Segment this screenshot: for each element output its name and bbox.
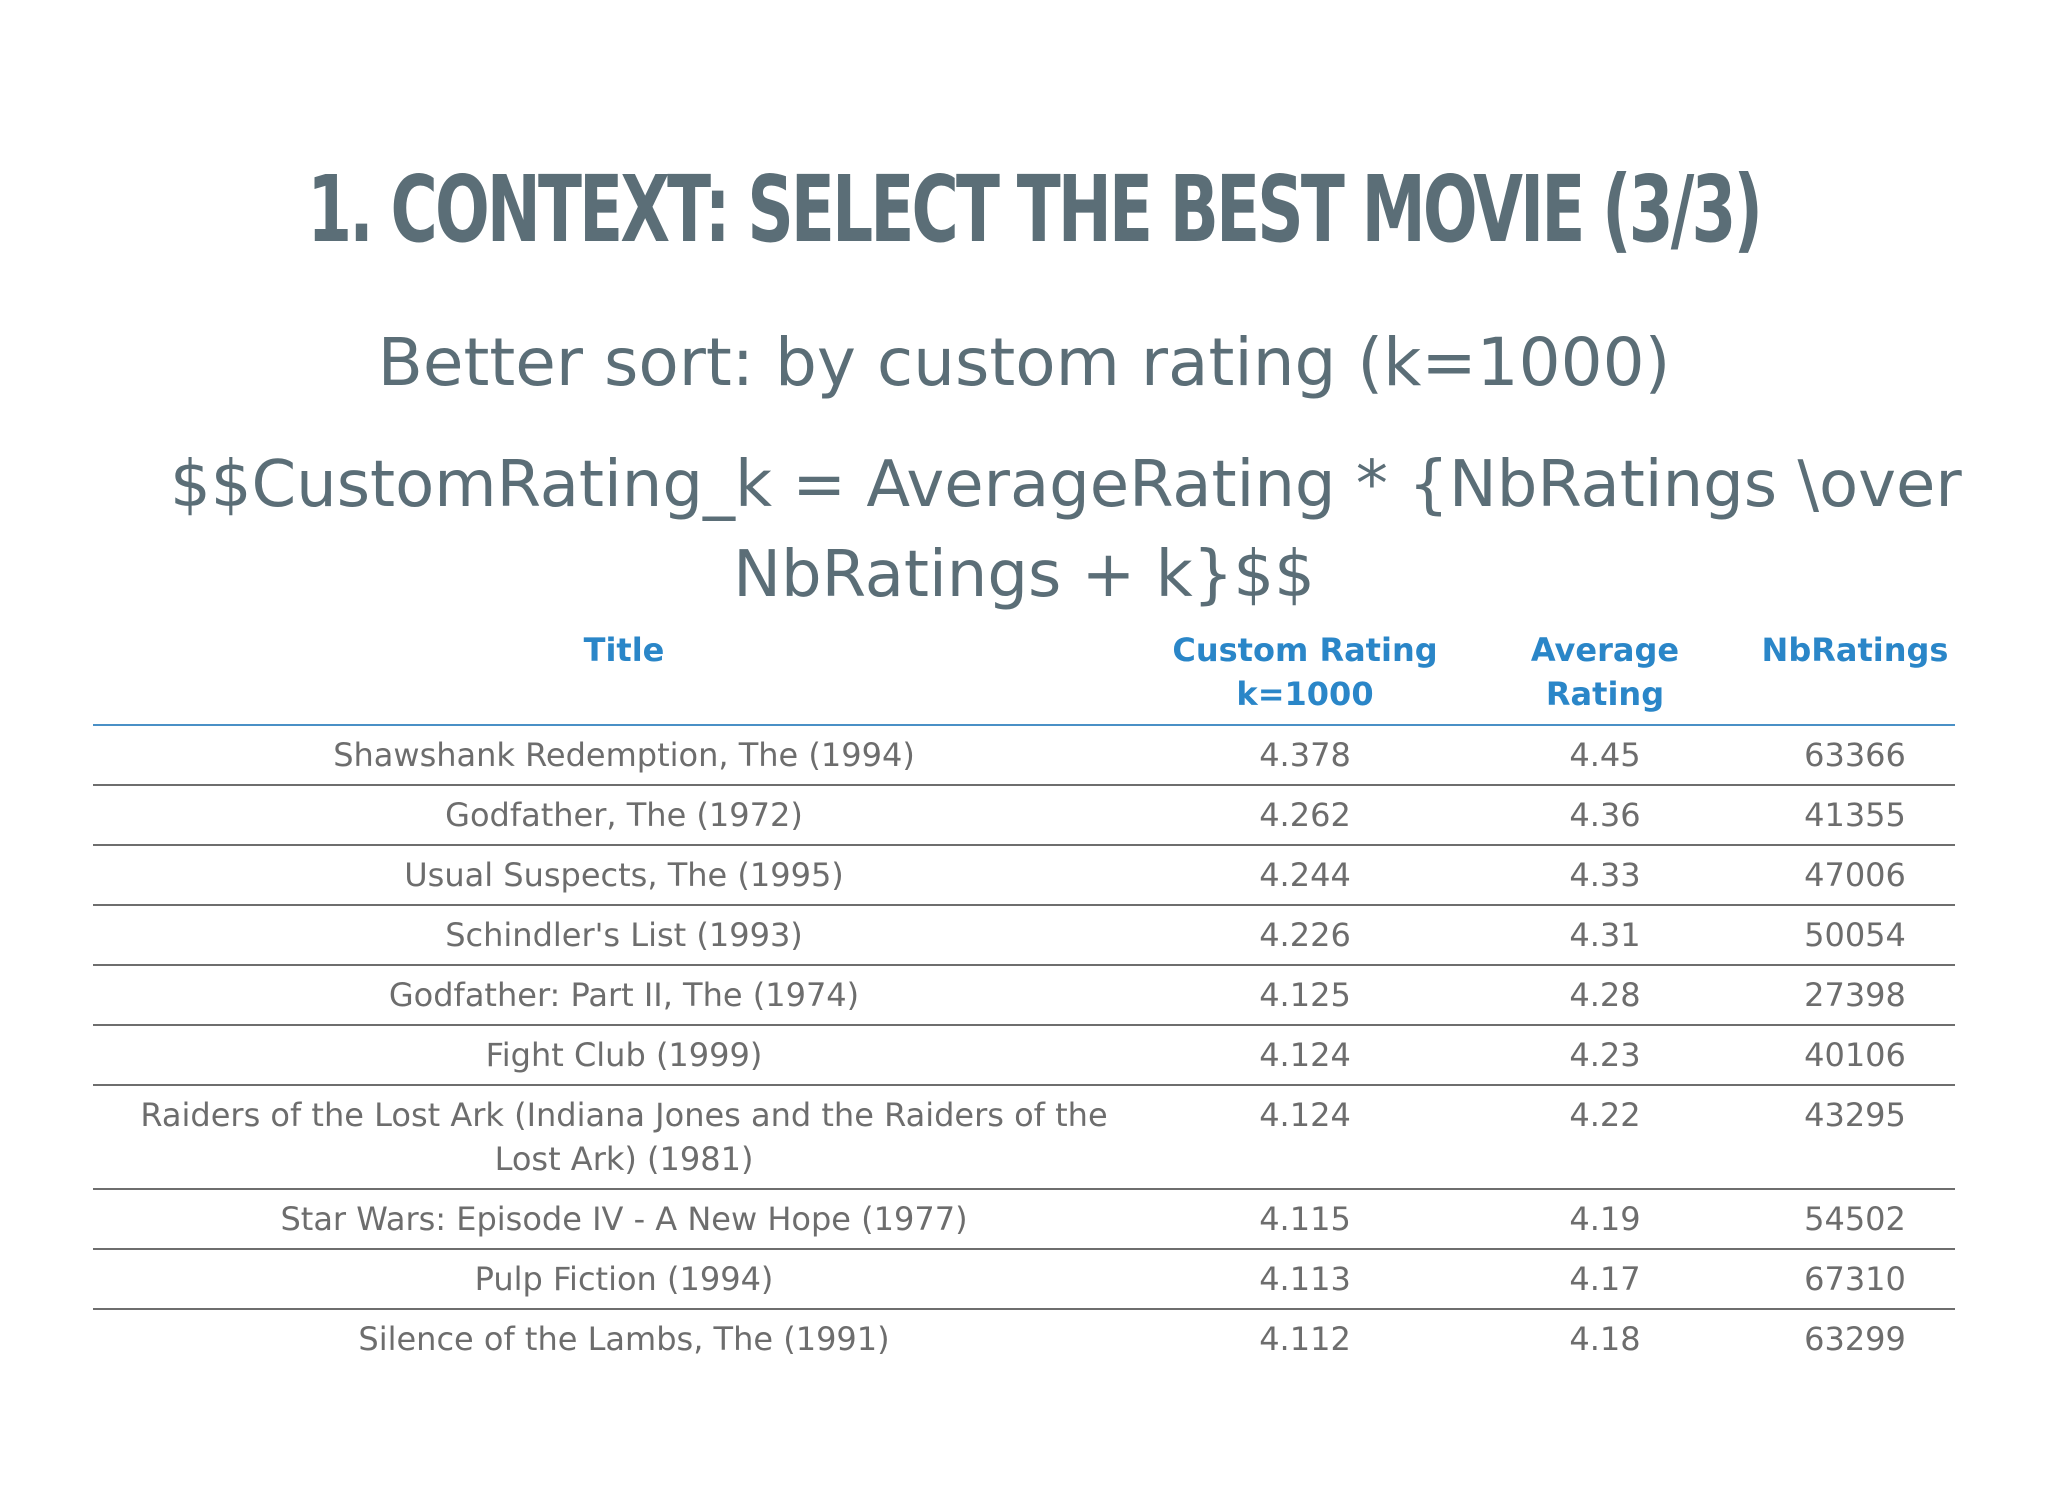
table-row: Silence of the Lambs, The (1991) 4.112 4… [93, 1309, 1955, 1368]
nb-ratings: 47006 [1755, 845, 1955, 906]
average-rating: 4.23 [1455, 1025, 1755, 1086]
movie-title: Silence of the Lambs, The (1991) [358, 1320, 890, 1358]
custom-rating: 4.113 [1155, 1249, 1455, 1310]
table-row: Godfather: Part II, The (1974) 4.125 4.2… [93, 965, 1955, 1026]
table-row: Pulp Fiction (1994) 4.113 4.17 67310 [93, 1249, 1955, 1310]
column-header-custom-rating-line1: Custom Rating [1172, 631, 1438, 669]
formula-line-2: NbRatings + k}$$ [733, 538, 1315, 612]
nb-ratings: 41355 [1755, 785, 1955, 846]
nb-ratings: 43295 [1755, 1085, 1955, 1190]
column-header-custom-rating: Custom Rating k=1000 [1155, 622, 1455, 726]
custom-rating: 4.125 [1155, 965, 1455, 1026]
custom-rating: 4.262 [1155, 785, 1455, 846]
average-rating: 4.33 [1455, 845, 1755, 906]
slide-title: 1. CONTEXT: SELECT THE BEST MOVIE (3/3) [307, 156, 1763, 263]
custom-rating: 4.378 [1155, 725, 1455, 786]
column-header-average-rating: Average Rating [1455, 622, 1755, 726]
nb-ratings: 40106 [1755, 1025, 1955, 1086]
movie-title: Godfather: Part II, The (1974) [93, 965, 1155, 1026]
nb-ratings: 54502 [1755, 1189, 1955, 1250]
table-header-row: Title Custom Rating k=1000 Average Ratin… [93, 622, 1955, 726]
average-rating: 4.19 [1455, 1189, 1755, 1250]
average-rating: 4.36 [1455, 785, 1755, 846]
custom-rating: 4.112 [1259, 1320, 1351, 1358]
nb-ratings: 27398 [1755, 965, 1955, 1026]
average-rating: 4.31 [1455, 905, 1755, 966]
custom-rating: 4.115 [1155, 1189, 1455, 1250]
movie-title: Star Wars: Episode IV - A New Hope (1977… [93, 1189, 1155, 1250]
table-row: Shawshank Redemption, The (1994) 4.378 4… [93, 725, 1955, 786]
table-row: Godfather, The (1972) 4.262 4.36 41355 [93, 785, 1955, 846]
table-row: Fight Club (1999) 4.124 4.23 40106 [93, 1025, 1955, 1086]
movie-title: Pulp Fiction (1994) [93, 1249, 1155, 1310]
table-row: Usual Suspects, The (1995) 4.244 4.33 47… [93, 845, 1955, 906]
movie-title: Shawshank Redemption, The (1994) [93, 725, 1155, 786]
column-header-nb-ratings: NbRatings [1755, 622, 1955, 726]
table-row: Raiders of the Lost Ark (Indiana Jones a… [93, 1085, 1955, 1190]
custom-rating: 4.226 [1155, 905, 1455, 966]
column-header-title-label: Title [583, 631, 665, 669]
movie-title: Fight Club (1999) [93, 1025, 1155, 1086]
table-row: Star Wars: Episode IV - A New Hope (1977… [93, 1189, 1955, 1250]
movies-table: Title Custom Rating k=1000 Average Ratin… [93, 622, 1955, 1368]
custom-rating: 4.124 [1155, 1025, 1455, 1086]
movie-title: Raiders of the Lost Ark (Indiana Jones a… [93, 1085, 1155, 1190]
average-rating: 4.17 [1455, 1249, 1755, 1310]
average-rating: 4.45 [1455, 725, 1755, 786]
nb-ratings: 67310 [1755, 1249, 1955, 1310]
nb-ratings: 63299 [1804, 1320, 1906, 1358]
custom-rating: 4.124 [1155, 1085, 1455, 1190]
movie-title: Godfather, The (1972) [93, 785, 1155, 846]
movie-title: Usual Suspects, The (1995) [93, 845, 1155, 906]
custom-rating: 4.244 [1155, 845, 1455, 906]
column-header-average-rating-line1: Average [1530, 631, 1680, 669]
formula-line-1: $$CustomRating_k = AverageRating * {NbRa… [170, 448, 1962, 522]
column-header-nb-ratings-label: NbRatings [1761, 631, 1949, 669]
custom-rating-formula: $$CustomRating_k = AverageRating * {NbRa… [170, 440, 1962, 620]
average-rating: 4.18 [1569, 1320, 1641, 1358]
column-header-custom-rating-line2: k=1000 [1236, 675, 1374, 713]
average-rating: 4.22 [1455, 1085, 1755, 1190]
column-header-average-rating-line2: Rating [1545, 675, 1665, 713]
nb-ratings: 50054 [1755, 905, 1955, 966]
slide-subtitle: Better sort: by custom rating (k=1000) [377, 324, 1671, 401]
movie-title: Schindler's List (1993) [93, 905, 1155, 966]
nb-ratings: 63366 [1755, 725, 1955, 786]
column-header-title: Title [93, 622, 1155, 726]
average-rating: 4.28 [1455, 965, 1755, 1026]
table-row: Schindler's List (1993) 4.226 4.31 50054 [93, 905, 1955, 966]
